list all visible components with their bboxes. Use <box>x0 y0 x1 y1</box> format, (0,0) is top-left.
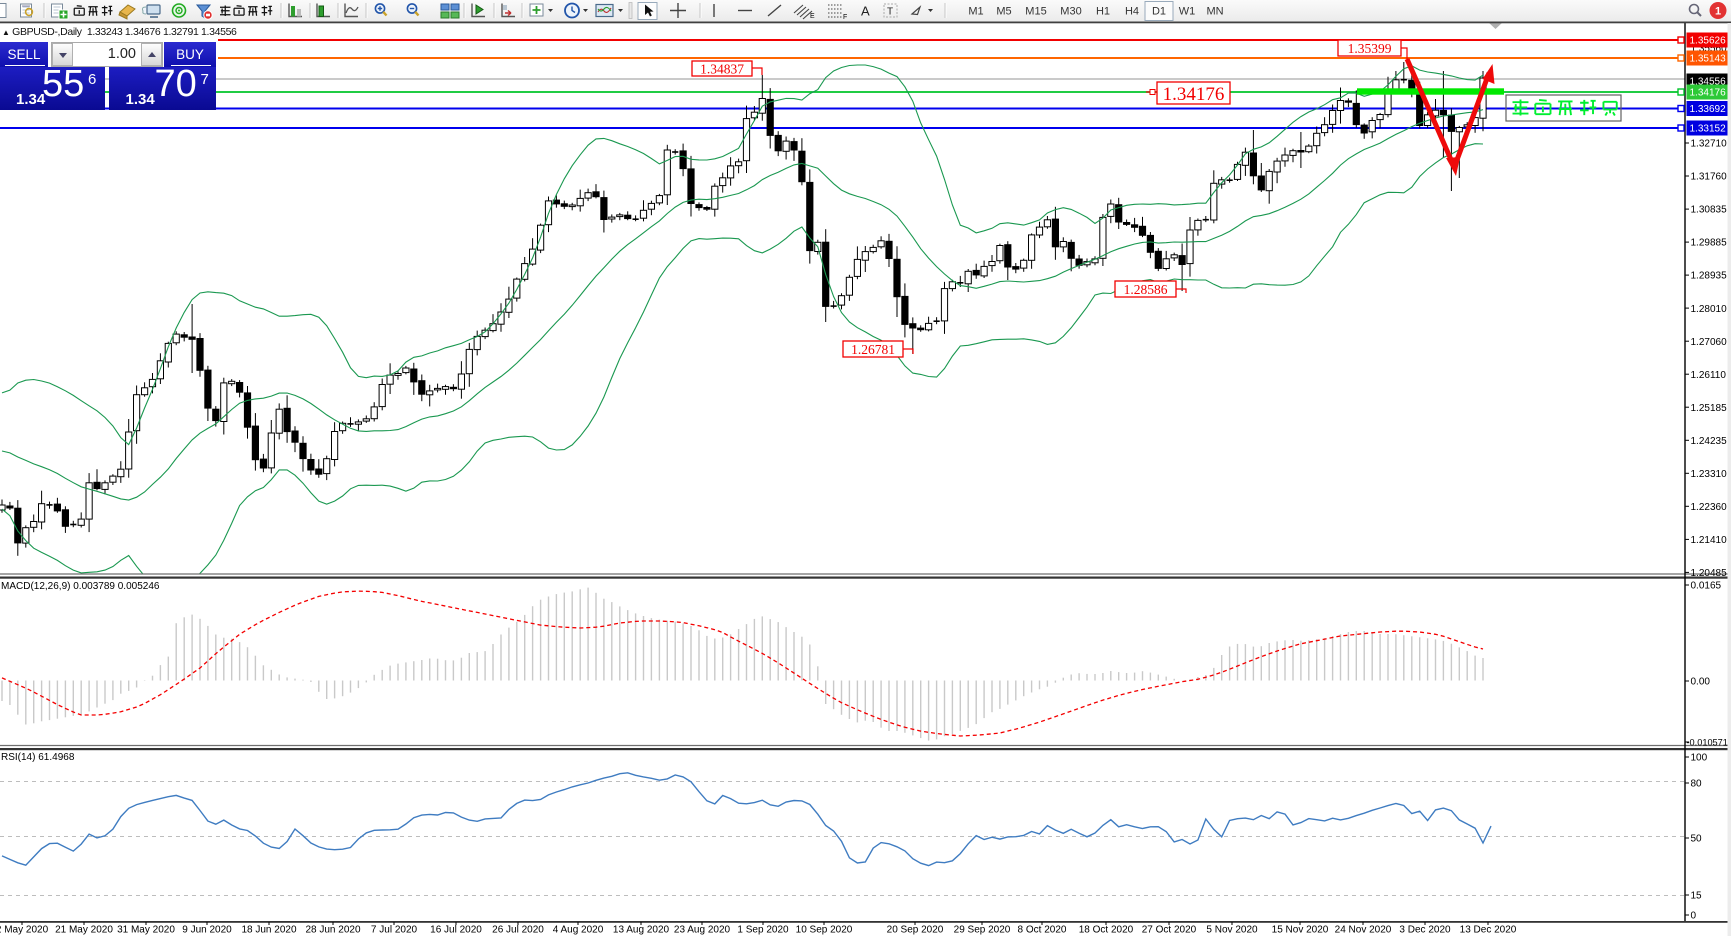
svg-text:1.26110: 1.26110 <box>1691 370 1727 381</box>
svg-text:4 Aug 2020: 4 Aug 2020 <box>553 925 604 936</box>
svg-text:0: 0 <box>1691 911 1697 922</box>
svg-text:1.32710: 1.32710 <box>1691 139 1728 150</box>
svg-text:1.34176: 1.34176 <box>1690 88 1727 99</box>
svg-text:MACD(12,26,9) 0.003789 0.00524: MACD(12,26,9) 0.003789 0.005246 <box>1 581 160 592</box>
svg-text:15 Nov 2020: 15 Nov 2020 <box>1272 925 1329 936</box>
svg-text:1.27060: 1.27060 <box>1691 337 1728 348</box>
svg-text:1.34556: 1.34556 <box>1690 77 1727 88</box>
svg-text:1.34176: 1.34176 <box>1163 84 1225 105</box>
svg-text:2 May 2020: 2 May 2020 <box>0 925 49 936</box>
svg-text:A: A <box>861 4 870 19</box>
svg-text:1.35626: 1.35626 <box>1690 36 1727 47</box>
svg-text:1.33692: 1.33692 <box>1690 104 1727 115</box>
svg-text:50: 50 <box>1691 834 1703 845</box>
svg-text:1.35560: 1.35560 <box>1691 44 1728 55</box>
svg-text:1.28586: 1.28586 <box>1124 282 1168 297</box>
svg-text:1.29885: 1.29885 <box>1691 238 1728 249</box>
svg-text:9 Jun 2020: 9 Jun 2020 <box>182 925 232 936</box>
svg-text:8 Oct 2020: 8 Oct 2020 <box>1018 925 1067 936</box>
svg-text:M15: M15 <box>1025 6 1046 18</box>
svg-text:3 Dec 2020: 3 Dec 2020 <box>1399 925 1451 936</box>
svg-text:1.35399: 1.35399 <box>1348 41 1392 56</box>
svg-text:29 Sep 2020: 29 Sep 2020 <box>954 925 1011 936</box>
svg-text:27 Oct 2020: 27 Oct 2020 <box>1142 925 1197 936</box>
svg-text:MN: MN <box>1206 6 1223 18</box>
svg-text:21 May 2020: 21 May 2020 <box>55 925 113 936</box>
svg-text:M1: M1 <box>968 6 983 18</box>
svg-text:H4: H4 <box>1125 6 1139 18</box>
svg-text:1.25185: 1.25185 <box>1691 403 1728 414</box>
svg-text:5 Nov 2020: 5 Nov 2020 <box>1206 925 1258 936</box>
svg-text:1.30835: 1.30835 <box>1691 205 1728 216</box>
svg-text:13 Aug 2020: 13 Aug 2020 <box>613 925 670 936</box>
svg-text:1: 1 <box>1715 6 1721 18</box>
svg-text:80: 80 <box>1691 779 1703 790</box>
svg-text:1.28010: 1.28010 <box>1691 304 1728 315</box>
svg-text:26 Jul 2020: 26 Jul 2020 <box>492 925 544 936</box>
svg-text:T: T <box>887 7 893 18</box>
svg-text:28 Jun 2020: 28 Jun 2020 <box>305 925 360 936</box>
svg-text:31 May 2020: 31 May 2020 <box>117 925 175 936</box>
svg-text:13 Dec 2020: 13 Dec 2020 <box>1460 925 1517 936</box>
svg-text:1.28935: 1.28935 <box>1691 271 1728 282</box>
svg-text:20 Sep 2020: 20 Sep 2020 <box>887 925 944 936</box>
svg-text:23 Aug 2020: 23 Aug 2020 <box>674 925 731 936</box>
svg-text:10 Sep 2020: 10 Sep 2020 <box>796 925 853 936</box>
svg-text:15: 15 <box>1691 891 1703 902</box>
svg-text:1.31760: 1.31760 <box>1691 172 1728 183</box>
svg-text:F: F <box>843 14 847 21</box>
svg-text:16 Jul 2020: 16 Jul 2020 <box>430 925 482 936</box>
svg-text:-0.010571: -0.010571 <box>1687 737 1728 747</box>
svg-text:18 Oct 2020: 18 Oct 2020 <box>1079 925 1134 936</box>
svg-text:M5: M5 <box>996 6 1011 18</box>
svg-text:0.00: 0.00 <box>1691 677 1711 688</box>
svg-text:1.35143: 1.35143 <box>1690 54 1727 65</box>
svg-text:H1: H1 <box>1096 6 1110 18</box>
svg-text:1.23310: 1.23310 <box>1691 469 1728 480</box>
svg-text:1.24235: 1.24235 <box>1691 436 1728 447</box>
svg-text:1.33152: 1.33152 <box>1690 124 1727 135</box>
svg-text:1.22360: 1.22360 <box>1691 502 1728 513</box>
svg-text:E: E <box>810 13 815 20</box>
svg-text:D1: D1 <box>1152 6 1166 18</box>
svg-text:18 Jun 2020: 18 Jun 2020 <box>241 925 296 936</box>
svg-text:1.20485: 1.20485 <box>1691 568 1728 579</box>
svg-text:W1: W1 <box>1179 6 1196 18</box>
svg-text:7 Jul 2020: 7 Jul 2020 <box>371 925 418 936</box>
svg-text:RSI(14) 61.4968: RSI(14) 61.4968 <box>1 752 75 763</box>
svg-text:M30: M30 <box>1060 6 1081 18</box>
svg-text:24 Nov 2020: 24 Nov 2020 <box>1335 925 1392 936</box>
svg-text:1.21410: 1.21410 <box>1691 535 1728 546</box>
svg-text:100: 100 <box>1691 753 1708 764</box>
svg-text:1.34837: 1.34837 <box>700 61 744 76</box>
svg-text:1.26781: 1.26781 <box>851 342 895 357</box>
svg-text:1 Sep 2020: 1 Sep 2020 <box>737 925 789 936</box>
svg-text:0.0165: 0.0165 <box>1691 581 1722 592</box>
